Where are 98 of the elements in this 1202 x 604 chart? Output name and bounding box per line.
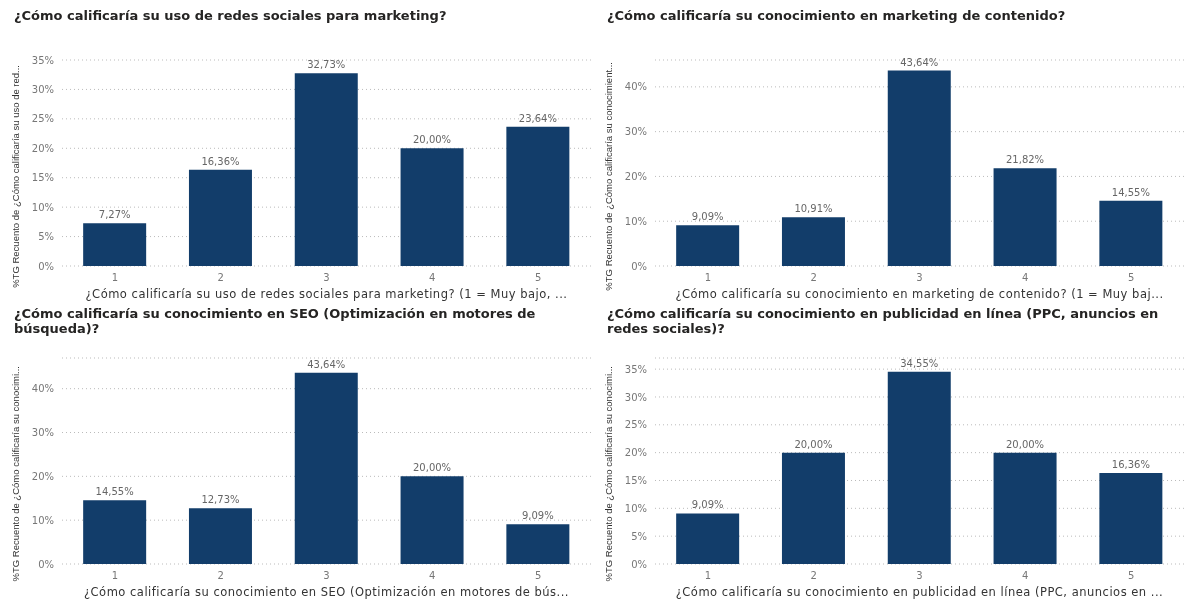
y-axis-title: %TG Recuento de ¿Cómo calificaría su conocimient...: [602, 61, 614, 291]
y-tick-label: 25%: [31, 113, 54, 125]
y-axis-title: %TG Recuento de ¿Cómo calificaría su uso de red...: [9, 64, 21, 288]
bar: [188, 169, 252, 266]
chart-title: ¿Cómo calificaría su conocimiento en publicidad en línea (PPC, anuncios en redes sociales)?: [606, 306, 1160, 338]
data-label: 20,00%: [412, 462, 452, 474]
x-tick-label: 1: [111, 570, 119, 582]
y-tick-label: 40%: [624, 81, 647, 93]
y-tick-label: 0%: [631, 558, 647, 570]
x-tick-label: 2: [217, 272, 224, 284]
data-label: 23,64%: [518, 112, 557, 124]
x-tick-label: 3: [916, 570, 923, 582]
x-tick-label: 2: [810, 570, 817, 582]
bar: [294, 372, 358, 564]
y-tick-label: 0%: [38, 558, 54, 570]
bar: [188, 508, 252, 564]
x-tick-label: 3: [323, 570, 330, 582]
y-tick-label: 35%: [31, 54, 54, 66]
x-axis-title: ¿Cómo calificaría su conocimiento en SEO (Optimización en motores de bús...: [83, 585, 570, 599]
y-tick-label: 10%: [31, 514, 54, 526]
data-label: 16,36%: [201, 155, 240, 167]
data-label: 16,36%: [1111, 458, 1150, 470]
data-label: 10,91%: [794, 203, 833, 215]
chart-title: ¿Cómo calificaría su conocimiento en marketing de contenido?: [606, 8, 1067, 25]
x-tick-label: 5: [534, 570, 542, 582]
y-axis-title: %TG Recuento de ¿Cómo calificaría su conocimi...: [602, 366, 614, 582]
bar: [993, 452, 1057, 564]
x-tick-label: 2: [810, 272, 817, 284]
y-tick-label: 30%: [624, 391, 647, 403]
bar: [887, 371, 951, 564]
x-tick-label: 4: [1022, 570, 1029, 582]
bar: [1099, 200, 1163, 266]
data-label: 9,09%: [691, 499, 724, 511]
y-tick-label: 5%: [631, 530, 647, 542]
y-tick-label: 30%: [624, 126, 647, 138]
x-tick-label: 4: [429, 272, 436, 284]
y-tick-label: 5%: [38, 231, 54, 243]
y-axis-title: %TG Recuento de ¿Cómo calificaría su conocimi...: [9, 366, 21, 582]
x-axis-title: ¿Cómo calificaría su conocimiento en marketing de contenido? (1 = Muy baj...: [675, 287, 1164, 301]
y-tick-label: 0%: [38, 260, 54, 272]
data-label: 7,27%: [98, 209, 131, 221]
chart-title: ¿Cómo calificaría su uso de redes sociales para marketing?: [13, 8, 448, 25]
y-tick-label: 15%: [624, 475, 647, 487]
y-tick-label: 30%: [31, 427, 54, 439]
data-label: 34,55%: [900, 357, 939, 369]
data-label: 21,82%: [1005, 154, 1045, 166]
x-tick-label: 2: [217, 570, 224, 582]
y-tick-label: 30%: [31, 83, 54, 95]
data-label: 43,64%: [900, 56, 939, 68]
data-label: 9,09%: [691, 211, 724, 223]
y-tick-label: 20%: [31, 142, 54, 154]
bar: [781, 217, 845, 266]
chart-title: ¿Cómo calificaría su conocimiento en SEO (Optimización en motores de búsqueda)?: [13, 306, 537, 338]
x-tick-label: 1: [704, 570, 712, 582]
data-label: 14,55%: [95, 486, 134, 498]
data-label: 20,00%: [794, 438, 833, 450]
x-tick-label: 1: [111, 272, 119, 284]
x-tick-label: 4: [429, 570, 436, 582]
bar: [781, 452, 845, 564]
y-tick-label: 25%: [624, 419, 647, 431]
bar: [294, 73, 358, 266]
x-axis-title: ¿Cómo calificaría su uso de redes sociales para marketing? (1 = Muy bajo, ...: [85, 287, 568, 301]
y-tick-label: 10%: [31, 201, 54, 213]
x-tick-label: 5: [534, 272, 542, 284]
bar: [887, 70, 951, 266]
data-label: 14,55%: [1111, 186, 1150, 198]
y-tick-label: 10%: [624, 502, 647, 514]
data-label: 20,00%: [412, 134, 452, 146]
bar: [1099, 472, 1163, 564]
y-tick-label: 40%: [31, 383, 54, 395]
data-label: 12,73%: [201, 494, 240, 506]
y-tick-label: 15%: [31, 172, 54, 184]
data-label: 43,64%: [307, 358, 346, 370]
data-label: 20,00%: [1005, 438, 1045, 450]
bar: [676, 513, 740, 564]
x-tick-label: 5: [1127, 272, 1135, 284]
bar: [993, 168, 1057, 266]
bar: [506, 126, 570, 266]
x-tick-label: 1: [704, 272, 712, 284]
bar: [400, 148, 464, 266]
bar: [400, 476, 464, 564]
x-tick-label: 3: [323, 272, 330, 284]
bar: [83, 223, 147, 266]
y-tick-label: 0%: [631, 260, 647, 272]
y-tick-label: 20%: [624, 447, 647, 459]
x-tick-label: 3: [916, 272, 923, 284]
y-tick-label: 20%: [624, 170, 647, 182]
bar: [676, 225, 740, 266]
x-axis-title: ¿Cómo calificaría su conocimiento en publicidad en línea (PPC, anuncios en ...: [675, 585, 1164, 599]
y-tick-label: 20%: [31, 470, 54, 482]
data-label: 9,09%: [521, 510, 554, 522]
bar: [83, 500, 147, 564]
y-tick-label: 10%: [624, 215, 647, 227]
x-tick-label: 5: [1127, 570, 1135, 582]
bar: [506, 524, 570, 564]
x-tick-label: 4: [1022, 272, 1029, 284]
y-tick-label: 35%: [624, 363, 647, 375]
data-label: 32,73%: [307, 59, 346, 71]
